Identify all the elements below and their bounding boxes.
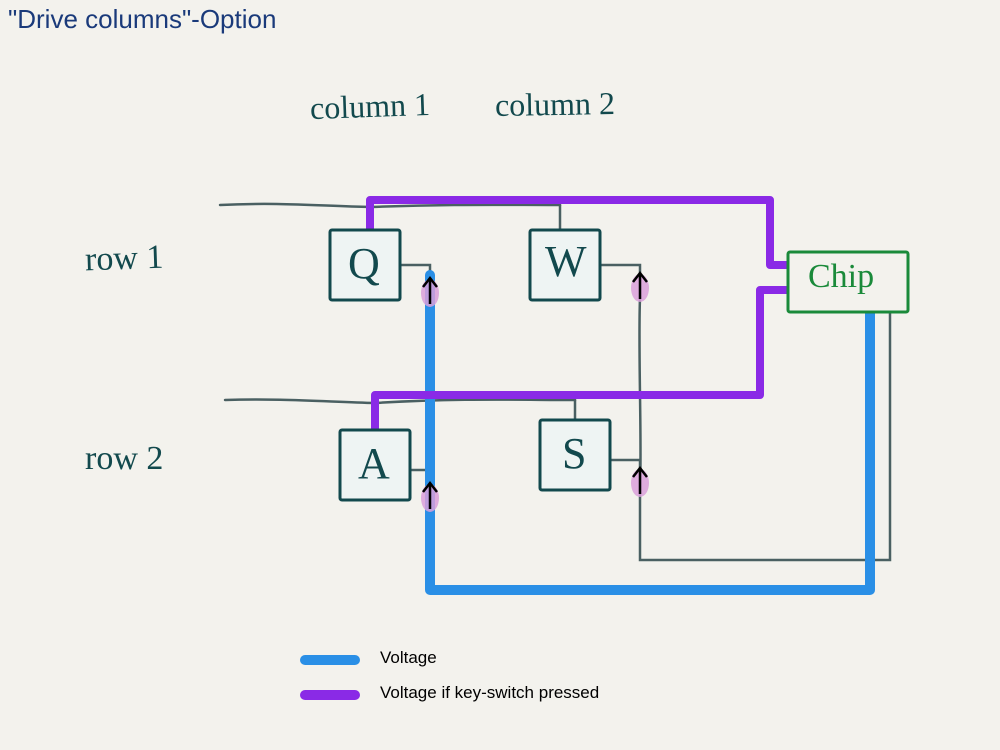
keyboard-matrix-diagram	[0, 0, 1000, 750]
key-w-label: W	[545, 236, 587, 287]
legend-voltage-pressed-swatch	[300, 690, 360, 700]
key-q-label: Q	[348, 238, 380, 289]
key-a-label: A	[358, 438, 390, 489]
legend-voltage-label: Voltage	[380, 648, 437, 668]
key-s-label: S	[562, 428, 586, 479]
legend-voltage-swatch	[300, 655, 360, 665]
chip-label: Chip	[808, 258, 874, 296]
legend-voltage-pressed-label: Voltage if key-switch pressed	[380, 683, 599, 703]
voltage-path	[430, 275, 870, 590]
